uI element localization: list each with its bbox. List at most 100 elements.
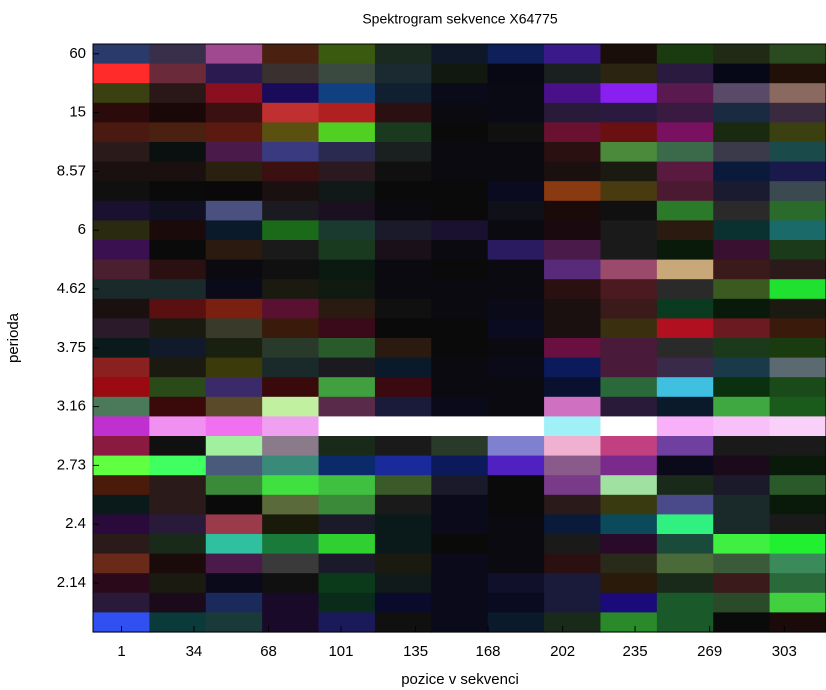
x-tick-label: 202 [550,643,575,660]
heatmap-cell [770,475,826,495]
heatmap-cell [544,377,601,397]
heatmap-cell [375,534,432,554]
heatmap-cell [713,514,770,534]
heatmap-cell [206,534,263,554]
heatmap-cell [770,142,826,162]
heatmap-cell [206,593,263,613]
heatmap-cell [431,220,488,240]
heatmap-cell [262,162,319,182]
heatmap-cell [262,299,319,319]
heatmap-cell [544,416,601,436]
heatmap-cell [149,162,206,182]
heatmap-cell [262,358,319,378]
heatmap-cell [206,279,263,299]
heatmap-cell [319,377,376,397]
heatmap-cell [544,397,601,417]
heatmap-cell [488,397,545,417]
heatmap-cell [488,338,545,358]
heatmap-cell [544,279,601,299]
heatmap-cell [600,181,657,201]
heatmap-cell [431,338,488,358]
heatmap-cell [149,318,206,338]
heatmap-cell [206,456,263,476]
heatmap-cell [770,377,826,397]
heatmap-cell [713,338,770,358]
heatmap-cell [375,299,432,319]
heatmap-cell [600,397,657,417]
heatmap-cell [206,44,263,64]
heatmap-cell [600,260,657,280]
heatmap-cell [544,475,601,495]
heatmap-cell [93,83,150,103]
heatmap-cell [657,83,714,103]
heatmap-cell [544,83,601,103]
heatmap-cell [262,83,319,103]
heatmap-cell [600,122,657,142]
heatmap-cell [544,593,601,613]
heatmap-cell [770,593,826,613]
heatmap-cell [544,554,601,574]
heatmap-cell [770,260,826,280]
heatmap-cell [488,554,545,574]
heatmap-cell [375,260,432,280]
heatmap-cell [431,142,488,162]
heatmap-cell [319,573,376,593]
heatmap-cell [544,201,601,221]
heatmap-cell [149,475,206,495]
heatmap-cell [375,456,432,476]
heatmap-cell [600,534,657,554]
heatmap-cell [770,436,826,456]
heatmap-cell [657,377,714,397]
heatmap-cell [93,554,150,574]
heatmap-cell [600,299,657,319]
heatmap-cell [149,299,206,319]
heatmap-cell [206,397,263,417]
heatmap-cell [770,573,826,593]
heatmap-cell [488,201,545,221]
heatmap-cell [431,456,488,476]
heatmap-cell [262,377,319,397]
heatmap-cell [149,593,206,613]
heatmap-cell [375,240,432,260]
heatmap-cell [657,260,714,280]
heatmap-cell [657,514,714,534]
heatmap-cell [657,358,714,378]
heatmap-cell [713,162,770,182]
heatmap-cell [657,64,714,84]
heatmap-cell [600,318,657,338]
y-tick-label: 3.75 [57,339,86,356]
heatmap-cell [431,573,488,593]
y-tick-label: 2.14 [57,574,86,591]
heatmap-cell [600,103,657,123]
heatmap-cell [375,593,432,613]
heatmap-cell [319,122,376,142]
heatmap-cell [319,83,376,103]
heatmap-cell [93,397,150,417]
heatmap-cell [488,573,545,593]
heatmap-cell [93,279,150,299]
heatmap-cell [488,240,545,260]
heatmap-cell [375,514,432,534]
heatmap-cell [262,260,319,280]
heatmap-cell [544,181,601,201]
heatmap-cell [149,358,206,378]
heatmap-cell [770,181,826,201]
heatmap-cell [149,142,206,162]
heatmap-cell [431,122,488,142]
heatmap-cell [431,260,488,280]
heatmap-cell [262,475,319,495]
heatmap-cell [600,593,657,613]
heatmap-cell [657,416,714,436]
heatmap-cell [319,103,376,123]
heatmap-cell [206,436,263,456]
heatmap-cell [544,358,601,378]
heatmap-cell [488,299,545,319]
heatmap-cell [206,201,263,221]
heatmap-cell [770,416,826,436]
heatmap-cell [488,377,545,397]
heatmap-cell [375,142,432,162]
heatmap-cell [600,612,657,632]
heatmap-cell [149,338,206,358]
heatmap-cell [770,534,826,554]
heatmap-cell [431,318,488,338]
